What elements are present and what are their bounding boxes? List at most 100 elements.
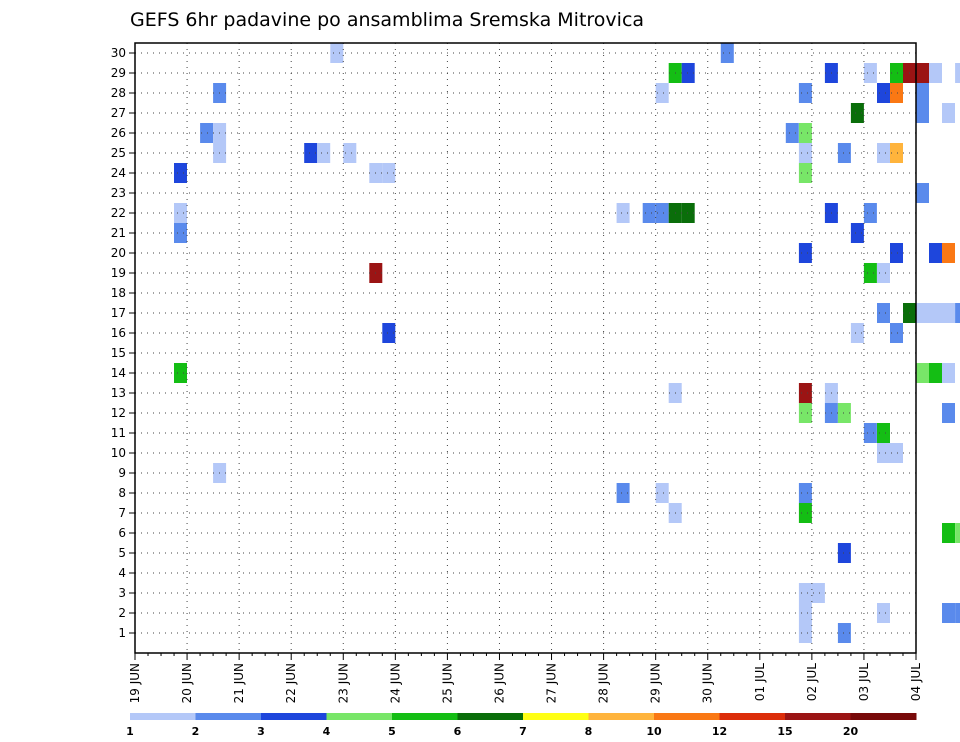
heatmap-cell: [916, 63, 929, 83]
y-tick-label: 15: [111, 346, 126, 360]
y-tick-label: 8: [118, 486, 126, 500]
heatmap-cell: [863, 263, 877, 283]
heatmap-cell: [330, 43, 344, 63]
colorbar-label: 6: [454, 725, 462, 738]
colorbar-label: 15: [777, 725, 792, 738]
x-tick-label: 04 JUL: [909, 663, 923, 701]
heatmap-cell: [174, 363, 187, 383]
heatmap-cell: [942, 303, 955, 323]
x-tick-label: 19 JUN: [128, 663, 142, 703]
x-tick-label: 29 JUN: [649, 663, 663, 703]
heatmap-cell: [942, 103, 955, 123]
y-tick-label: 13: [111, 386, 126, 400]
colorbar-label: 20: [843, 725, 859, 738]
heatmap-cell: [304, 143, 318, 163]
heatmap-cell: [916, 83, 929, 103]
y-tick-label: 24: [111, 166, 126, 180]
heatmap-cell: [942, 603, 955, 623]
plot-frame: [134, 42, 917, 654]
heatmap-cell: [837, 143, 851, 163]
colorbar-label: 8: [585, 725, 593, 738]
heatmap-cell: [798, 83, 812, 103]
y-tick-label: 5: [118, 546, 126, 560]
x-tick-label: 28 JUN: [597, 663, 611, 703]
heatmap-cell: [642, 203, 656, 223]
heatmap-cell: [942, 403, 955, 423]
colorbar-label: 4: [323, 725, 331, 738]
heatmap-cell: [942, 523, 955, 543]
heatmap-cell: [929, 243, 942, 263]
heatmap-cell: [890, 323, 903, 343]
y-tick-label: 10: [111, 446, 126, 460]
y-tick-label: 30: [111, 46, 126, 60]
heatmap-cell: [837, 403, 851, 423]
plot-area: [134, 42, 960, 654]
x-tick-label: 01 JUL: [753, 663, 767, 701]
colorbar-segment: [850, 713, 917, 720]
y-tick-label: 23: [111, 186, 126, 200]
heatmap-cell: [850, 323, 864, 343]
heatmap-cell: [863, 203, 877, 223]
heatmap-cell: [877, 603, 890, 623]
heatmap-cell: [343, 143, 357, 163]
x-tick-label: 20 JUN: [180, 663, 194, 703]
heatmap-cell: [955, 523, 960, 543]
heatmap-cell: [655, 83, 669, 103]
heatmap-cell: [916, 303, 929, 323]
colorbar-segment: [654, 713, 720, 720]
heatmap-cell: [955, 63, 960, 83]
colorbar-segment: [195, 713, 262, 720]
heatmap-cell: [877, 303, 890, 323]
colorbar-segment: [261, 713, 327, 720]
heatmap-cell: [877, 443, 890, 463]
heatmap-cell: [890, 63, 903, 83]
x-tick-label: 03 JUL: [857, 663, 871, 701]
x-tick-label: 21 JUN: [232, 663, 246, 703]
heatmap-cell: [890, 443, 903, 463]
heatmap-cell: [877, 263, 890, 283]
y-tick-label: 27: [111, 106, 126, 120]
heatmap-cell: [798, 623, 812, 643]
heatmap-cell: [174, 223, 187, 243]
chart-title: GEFS 6hr padavine po ansamblima Sremska …: [130, 9, 644, 31]
colorbar-label: 3: [257, 725, 265, 738]
heatmap-cell: [942, 243, 955, 263]
x-tick-label: 02 JUL: [805, 663, 819, 701]
heatmap-cell: [798, 483, 812, 503]
y-axis: 1234567891011121314151617181920212223242…: [111, 46, 135, 640]
heatmap-cell: [850, 103, 864, 123]
y-tick-label: 25: [111, 146, 126, 160]
heatmap-cell: [929, 63, 942, 83]
colorbar-segment: [130, 713, 196, 720]
heatmap-cell: [916, 183, 929, 203]
heatmap-cell: [798, 243, 812, 263]
colorbar-label: 1: [126, 725, 134, 738]
x-tick-label: 26 JUN: [492, 663, 506, 703]
y-tick-label: 18: [111, 286, 126, 300]
y-tick-label: 2: [118, 606, 126, 620]
y-tick-label: 12: [111, 406, 126, 420]
heatmap-cell: [811, 583, 825, 603]
colorbar-segment: [719, 713, 786, 720]
heatmap-cell: [200, 123, 214, 143]
y-tick-label: 26: [111, 126, 126, 140]
heatmap-cell: [798, 503, 812, 523]
colorbar-segment: [785, 713, 851, 720]
colorbar-segment: [523, 713, 589, 720]
colorbar-label: 12: [712, 725, 727, 738]
y-tick-label: 9: [118, 466, 126, 480]
x-axis: 19 JUN 20 JUN 21 JUN 22 JUN 23 JUN 24 JUN 25 J…: [128, 653, 923, 703]
heatmap-cell: [382, 323, 396, 343]
heatmap-cell: [798, 403, 812, 423]
colorbar-segment: [392, 713, 458, 720]
heatmap-cell: [890, 243, 903, 263]
colorbar-segment: [457, 713, 524, 720]
heatmap-cell: [720, 43, 734, 63]
heatmap-cell: [850, 223, 864, 243]
heatmap-cell: [798, 163, 812, 183]
y-tick-label: 19: [111, 266, 126, 280]
y-tick-label: 28: [111, 86, 126, 100]
y-tick-label: 6: [118, 526, 126, 540]
colorbar-label: 7: [519, 725, 527, 738]
heatmap-cell: [382, 163, 396, 183]
